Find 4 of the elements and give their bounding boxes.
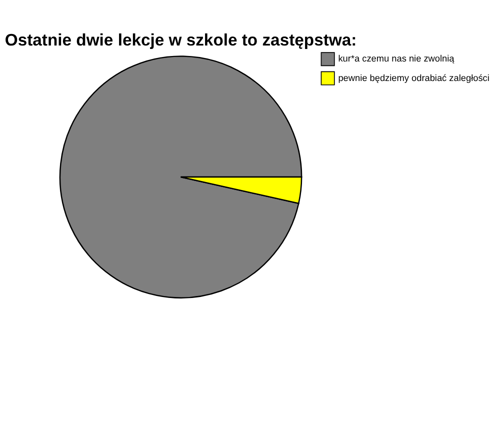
chart-title: Ostatnie dwie lekcje w szkole to zastępstwa: [4, 30, 357, 50]
pie-slice [59, 56, 302, 298]
legend-label: pewnie będziemy odrabiać zaległości [338, 72, 490, 83]
legend-label: kur*a czemu nas nie zwolnią [338, 54, 456, 64]
